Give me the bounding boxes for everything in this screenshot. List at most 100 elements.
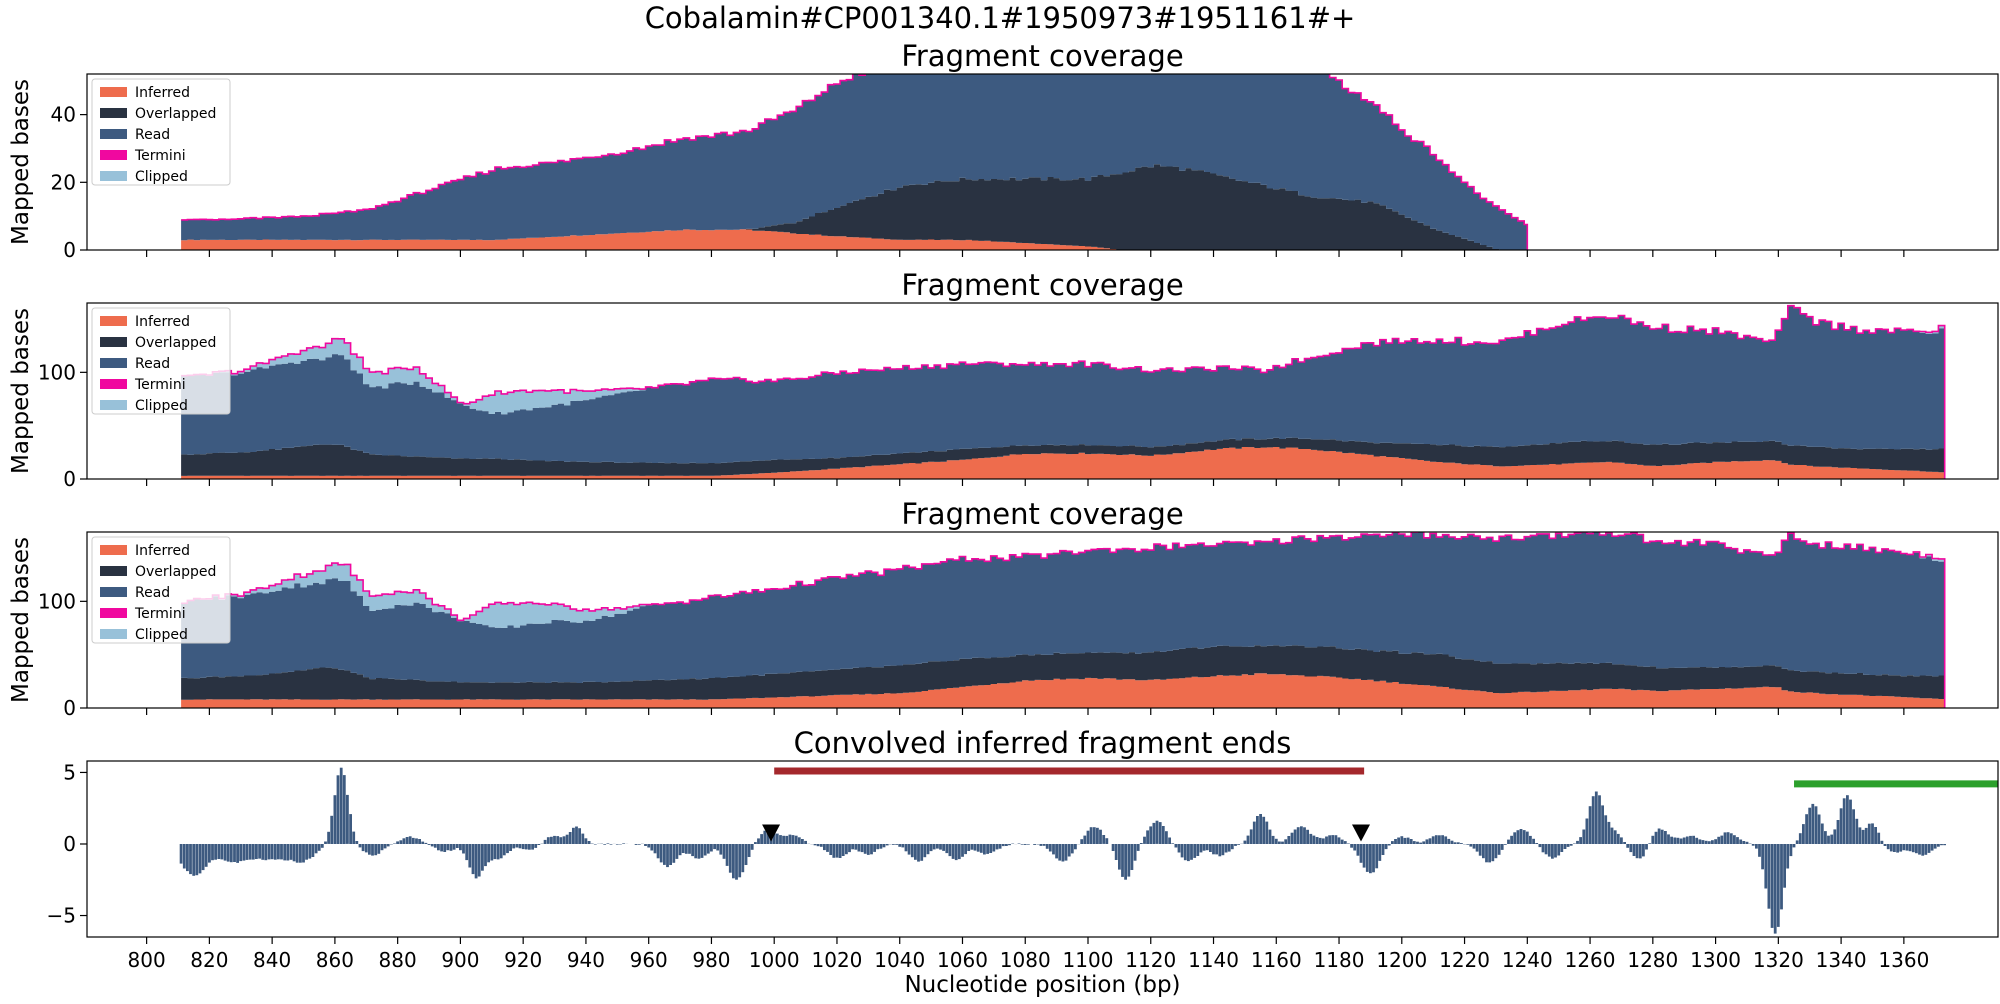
end-bar xyxy=(694,844,697,858)
end-bar xyxy=(1206,844,1209,850)
end-bar xyxy=(324,842,327,845)
end-bar xyxy=(1730,833,1733,844)
end-bar xyxy=(820,844,823,847)
end-bar xyxy=(1400,836,1403,844)
end-bar xyxy=(1629,844,1632,852)
end-bar xyxy=(1488,844,1491,862)
legend-swatch-read xyxy=(100,587,127,597)
end-bar xyxy=(1504,844,1507,845)
end-bar xyxy=(1818,815,1821,845)
end-bar xyxy=(1278,842,1281,845)
end-bar xyxy=(387,844,390,846)
legend-swatch-overlapped xyxy=(100,566,127,576)
end-bar xyxy=(1287,836,1290,844)
end-bar xyxy=(1485,844,1488,862)
end-bar xyxy=(437,844,440,850)
end-bar xyxy=(431,844,434,846)
end-bar xyxy=(1259,814,1262,844)
end-bar xyxy=(227,844,230,862)
end-bar xyxy=(563,836,566,844)
end-bar xyxy=(1899,844,1902,852)
end-bar xyxy=(1686,837,1689,845)
end-bar xyxy=(782,836,785,844)
legend-label-read: Read xyxy=(135,127,170,143)
end-bar xyxy=(952,844,955,859)
end-bar xyxy=(1507,840,1510,844)
end-bar xyxy=(1397,838,1400,845)
xtick-label: 800 xyxy=(128,948,166,972)
end-bar xyxy=(199,844,202,873)
end-bar xyxy=(368,844,371,855)
end-bar xyxy=(779,835,782,844)
end-bar xyxy=(785,836,788,844)
end-bar xyxy=(839,844,842,858)
end-bar xyxy=(861,844,864,852)
end-bar xyxy=(735,844,738,880)
end-bar xyxy=(425,843,428,844)
end-bar xyxy=(1821,824,1824,845)
legend-swatch-clipped xyxy=(100,171,127,181)
end-bar xyxy=(286,844,289,861)
end-bar xyxy=(1554,844,1557,858)
end-bar xyxy=(1746,842,1749,844)
end-bar xyxy=(679,844,682,855)
end-bar xyxy=(192,844,195,876)
legend-swatch-termini xyxy=(100,150,127,160)
end-bar xyxy=(1168,838,1171,845)
end-bar xyxy=(1218,844,1221,856)
end-bar xyxy=(1331,835,1334,844)
end-bar xyxy=(726,844,729,866)
end-bar xyxy=(713,844,716,849)
end-bar xyxy=(1852,809,1855,844)
end-bar xyxy=(472,844,475,874)
end-bar xyxy=(409,836,412,844)
end-bar xyxy=(214,844,217,860)
end-bar xyxy=(616,844,619,845)
end-bar xyxy=(1476,844,1479,852)
end-bar xyxy=(895,844,898,845)
end-bar xyxy=(1250,829,1253,844)
end-bar xyxy=(710,844,713,852)
end-bar xyxy=(1062,844,1065,862)
end-bar xyxy=(1902,844,1905,850)
end-bar xyxy=(1611,828,1614,844)
end-bar xyxy=(1388,844,1391,846)
end-bar xyxy=(1350,844,1353,848)
plot-area xyxy=(180,768,1998,934)
end-bar xyxy=(381,844,384,850)
end-bar xyxy=(1758,844,1761,857)
plot-area xyxy=(181,0,1527,250)
end-bar xyxy=(1149,826,1152,844)
plot-area xyxy=(181,306,1945,479)
end-bar xyxy=(1460,843,1463,844)
end-bar xyxy=(942,844,945,851)
xtick-label: 960 xyxy=(630,948,668,972)
end-bar xyxy=(1548,844,1551,857)
end-bar xyxy=(1419,843,1422,844)
ytick-label: 0 xyxy=(63,467,76,491)
end-bar xyxy=(283,844,286,860)
end-bar xyxy=(205,844,208,867)
end-bar xyxy=(1793,844,1796,847)
end-bar xyxy=(1931,844,1934,851)
end-bar xyxy=(1325,837,1328,845)
plot-area xyxy=(181,529,1945,708)
end-bar xyxy=(221,844,224,859)
end-bar xyxy=(1774,844,1777,934)
end-bar xyxy=(949,844,952,856)
end-bar xyxy=(1576,841,1579,844)
end-bar xyxy=(1915,844,1918,853)
end-bar xyxy=(1877,833,1880,844)
end-bar xyxy=(1234,844,1237,846)
end-bar xyxy=(547,837,550,844)
end-bar xyxy=(1156,821,1159,844)
end-bar xyxy=(1385,844,1388,849)
end-bar xyxy=(1131,844,1134,870)
end-bar xyxy=(236,844,239,863)
end-bar xyxy=(1215,844,1218,854)
end-bar xyxy=(519,844,522,848)
end-bar xyxy=(1178,844,1181,853)
end-bar xyxy=(1859,827,1862,844)
end-bar xyxy=(534,844,537,848)
end-bar xyxy=(249,844,252,860)
